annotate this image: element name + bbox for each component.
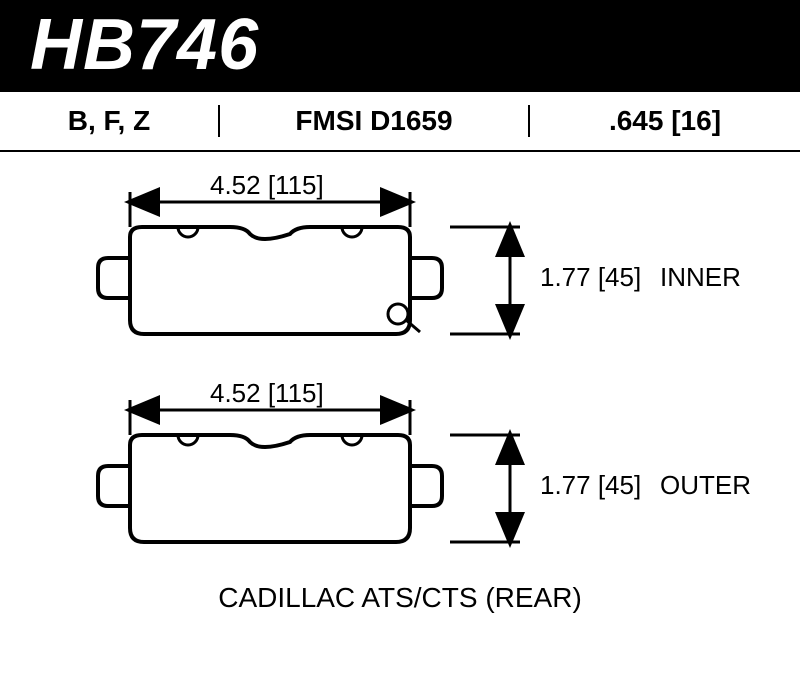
outer-height-label: 1.77 [45] bbox=[540, 470, 641, 501]
header-bar: HB746 bbox=[0, 0, 800, 90]
part-number: HB746 bbox=[30, 4, 259, 86]
outer-side-label: OUTER bbox=[660, 470, 751, 501]
diagram-area: 4.52 [115] 1.77 [45] INNER 4.52 [115] 1.… bbox=[0, 152, 800, 632]
inner-height-label: 1.77 [45] bbox=[540, 262, 641, 293]
spec-fmsi: FMSI D1659 bbox=[220, 105, 530, 137]
vehicle-label: CADILLAC ATS/CTS (REAR) bbox=[0, 582, 800, 614]
outer-width-label: 4.52 [115] bbox=[210, 378, 324, 409]
inner-side-label: INNER bbox=[660, 262, 741, 293]
spec-thickness: .645 [16] bbox=[530, 105, 800, 137]
inner-width-label: 4.52 [115] bbox=[210, 170, 324, 201]
spec-compounds: B, F, Z bbox=[0, 105, 220, 137]
spec-band: B, F, Z FMSI D1659 .645 [16] bbox=[0, 90, 800, 152]
